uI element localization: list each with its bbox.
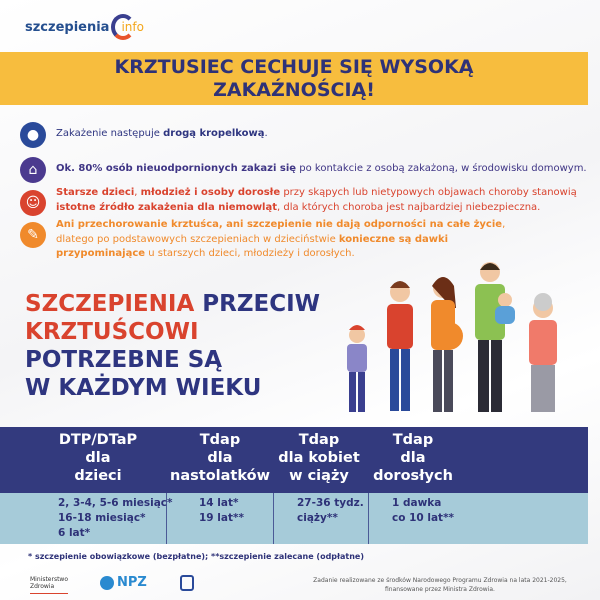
npz-logo-icon <box>100 575 114 590</box>
fact-item: ☺ Starsze dzieci, młodzież i osoby dorosł… <box>20 187 596 216</box>
pregnant-woman-figure <box>431 277 463 412</box>
fact-text-part: , dlatego po podstawowych szczepieniach … <box>56 219 506 245</box>
fact-item: ⌂ Ok. 80% osób nieuodpornionych zakazi si… <box>20 157 596 183</box>
fact-text-part: konieczne są dawki przypominające <box>56 233 449 260</box>
headline: SZCZEPIENIA PRZECIW KRZTUŚCOWI POTRZEBNE… <box>25 290 320 402</box>
column-divider <box>273 493 274 544</box>
family-illustration <box>347 262 557 412</box>
cell-line: 19 lat** <box>199 512 244 524</box>
table-cell: 2, 3-4, 5-6 miesiąc* 16-18 miesiąc* 6 lat* <box>58 496 173 541</box>
header-line: w ciąży <box>289 468 349 484</box>
baby-icon: ☺ <box>20 190 46 216</box>
headline-line: W KAŻDYM WIEKU <box>25 375 262 401</box>
header-line: DTP/DTaP <box>58 432 138 448</box>
teen-figure <box>387 281 413 411</box>
title-banner: KRZTUSIEC CECHUJE SIĘ WYSOKĄ ZAKAŹNOŚCIĄ… <box>0 52 588 105</box>
fact-text-part: Ani przechorowanie krztuśca, ani szczepi… <box>56 219 503 230</box>
table-cell: 1 dawka co 10 lat** <box>392 496 454 526</box>
fact-text: Ani przechorowanie krztuśca, ani szczepi… <box>56 218 526 262</box>
table-header-cell: Tdap dla dorosłych <box>373 431 453 485</box>
npz-logo: NPZ <box>100 575 147 590</box>
header-line: dorosłych <box>373 468 453 484</box>
cell-line: 14 lat* <box>199 497 239 509</box>
fact-text-part: , <box>134 187 141 198</box>
vaccine-table-header: DTP/DTaP dla dzieci Tdap dla nastolatków Tdap d… <box>0 427 588 493</box>
fact-item: ● Zakażenie następuje drogą kropelkową. <box>20 122 596 148</box>
header-line: dla <box>400 450 426 466</box>
cell-line: 2, 3-4, 5-6 miesiąc* <box>58 497 173 509</box>
table-header-cell: Tdap dla nastolatków <box>170 431 270 485</box>
table-cell: 27-36 tydz. ciąży** <box>297 496 364 526</box>
banner-line-1: KRZTUSIEC CECHUJE SIĘ WYSOKĄ <box>114 56 474 78</box>
fact-text-part: po kontakcie z osobą zakażoną, w środowi… <box>296 163 587 174</box>
header-line: Tdap <box>199 432 241 448</box>
logo-ring-icon <box>111 14 136 40</box>
szczepienia-info-logo[interactable]: szczepienia info <box>25 14 144 40</box>
fact-text-part: . <box>264 128 268 139</box>
header-line: nastolatków <box>170 468 270 484</box>
ministry-of-health-logo: Ministerstwo Zdrowia <box>30 576 68 594</box>
column-divider <box>368 493 369 544</box>
header-line: dzieci <box>74 468 122 484</box>
house-icon: ⌂ <box>20 157 46 183</box>
headline-line: POTRZEBNE SĄ <box>25 347 223 373</box>
fact-text-part: u starszych dzieci, młodzieży i dorosłyc… <box>145 248 355 259</box>
fact-text-part: Ok. 80% osób nieuodpornionych zakazi się <box>56 163 297 174</box>
institute-logo-icon <box>180 575 194 591</box>
header-line: Tdap <box>298 432 340 448</box>
droplet-icon: ● <box>20 122 46 148</box>
cell-line: 6 lat* <box>58 527 91 539</box>
table-header-cell: DTP/DTaP dla dzieci <box>59 431 137 485</box>
npz-logo-text: NPZ <box>117 575 147 590</box>
cell-line: 1 dawka <box>392 497 442 509</box>
grandmother-figure <box>529 293 557 412</box>
fact-text-part: , dla których choroba jest najbardziej n… <box>277 201 541 213</box>
footnote: * szczepienie obowiązkowe (bezpłatne); *… <box>28 552 365 561</box>
cell-line: 16-18 miesiąc* <box>58 512 146 524</box>
fact-text-part: Zakażenie następuje <box>56 128 164 139</box>
fact-text-part: istotne źródło zakażenia dla niemowląt <box>56 201 278 213</box>
headline-word: SZCZEPIENIA <box>25 291 195 317</box>
vaccine-table-body: 2, 3-4, 5-6 miesiąc* 16-18 miesiąc* 6 lat*… <box>0 493 588 544</box>
child-figure <box>347 325 367 412</box>
headline-word: KRZTUŚCOWI <box>25 319 199 345</box>
funding-note: Zadanie realizowane ze środków Narodoweg… <box>313 577 567 593</box>
cell-line: ciąży** <box>297 512 338 524</box>
fact-text: Starsze dzieci, młodzież i osoby dorosłe… <box>56 186 596 215</box>
cell-line: co 10 lat** <box>392 512 455 524</box>
header-line: Tdap <box>392 432 434 448</box>
table-cell: 14 lat* 19 lat** <box>199 496 244 526</box>
fact-text: Ok. 80% osób nieuodpornionych zakazi się… <box>56 162 596 177</box>
banner-line-2: ZAKAŹNOŚCIĄ! <box>213 79 375 101</box>
fact-text-part: Starsze dzieci <box>56 187 135 198</box>
table-header-cell: Tdap dla kobiet w ciąży <box>278 431 360 485</box>
fact-text-part: drogą kropelkową <box>163 128 265 139</box>
fact-text-part: przy skąpych lub nietypowych objawach ch… <box>280 187 577 198</box>
fact-text: Zakażenie następuje drogą kropelkową. <box>56 127 596 142</box>
father-with-baby-figure <box>475 262 515 412</box>
logo-text: szczepienia <box>25 19 110 35</box>
header-line: dla kobiet <box>278 450 360 466</box>
syringe-icon: ✎ <box>20 222 46 248</box>
fact-text-part: młodzież i osoby dorosłe <box>140 187 281 198</box>
column-divider <box>166 493 167 544</box>
fact-item: ✎ Ani przechorowanie krztuśca, ani szczep… <box>20 219 526 262</box>
headline-word: PRZECIW <box>194 291 321 317</box>
header-line: dla <box>85 450 111 466</box>
header-line: dla <box>207 450 233 466</box>
cell-line: 27-36 tydz. <box>297 497 364 509</box>
